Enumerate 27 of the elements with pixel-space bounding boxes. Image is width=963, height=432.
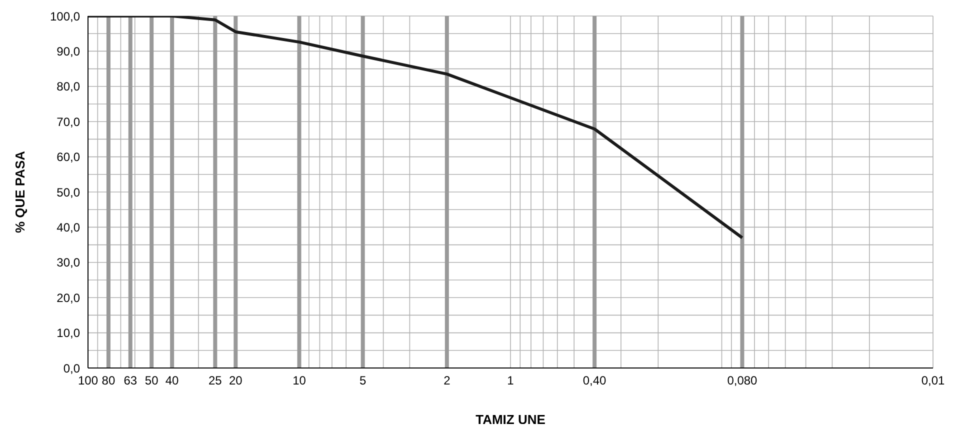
y-tick-label: 10,0 — [56, 326, 80, 340]
y-tick-label: 100,0 — [50, 9, 80, 24]
y-tick-label: 90,0 — [56, 44, 80, 58]
x-tick-label: 2 — [444, 374, 451, 388]
x-tick-label: 10 — [292, 374, 306, 388]
x-tick-label: 50 — [144, 374, 159, 388]
x-tick-label: 40 — [165, 374, 180, 388]
y-tick-label: 0,0 — [63, 361, 80, 376]
x-tick-label: 25 — [208, 374, 222, 388]
y-tick-label: 30,0 — [56, 256, 80, 270]
y-tick-label: 80,0 — [56, 80, 80, 94]
x-tick-label: 63 — [124, 374, 138, 388]
y-tick-label: 60,0 — [56, 150, 80, 164]
x-tick-label: 0,080 — [727, 374, 758, 388]
y-tick-label: 50,0 — [56, 185, 80, 200]
x-tick-label: 100 — [78, 374, 98, 388]
x-tick-label: 5 — [360, 374, 366, 388]
y-tick-label: 70,0 — [56, 114, 80, 129]
y-tick-label: 40,0 — [56, 220, 80, 234]
x-tick-label: 20 — [228, 374, 243, 388]
x-axis-title: TAMIZ UNE — [476, 412, 546, 427]
y-tick-label: 20,0 — [56, 290, 80, 305]
x-tick-label: 0,40 — [582, 374, 607, 388]
x-tick-label: 1 — [507, 374, 514, 388]
x-tick-label: 0,01 — [921, 374, 945, 388]
y-axis-title: % QUE PASA — [12, 150, 28, 234]
x-tick-label: 80 — [102, 374, 116, 388]
